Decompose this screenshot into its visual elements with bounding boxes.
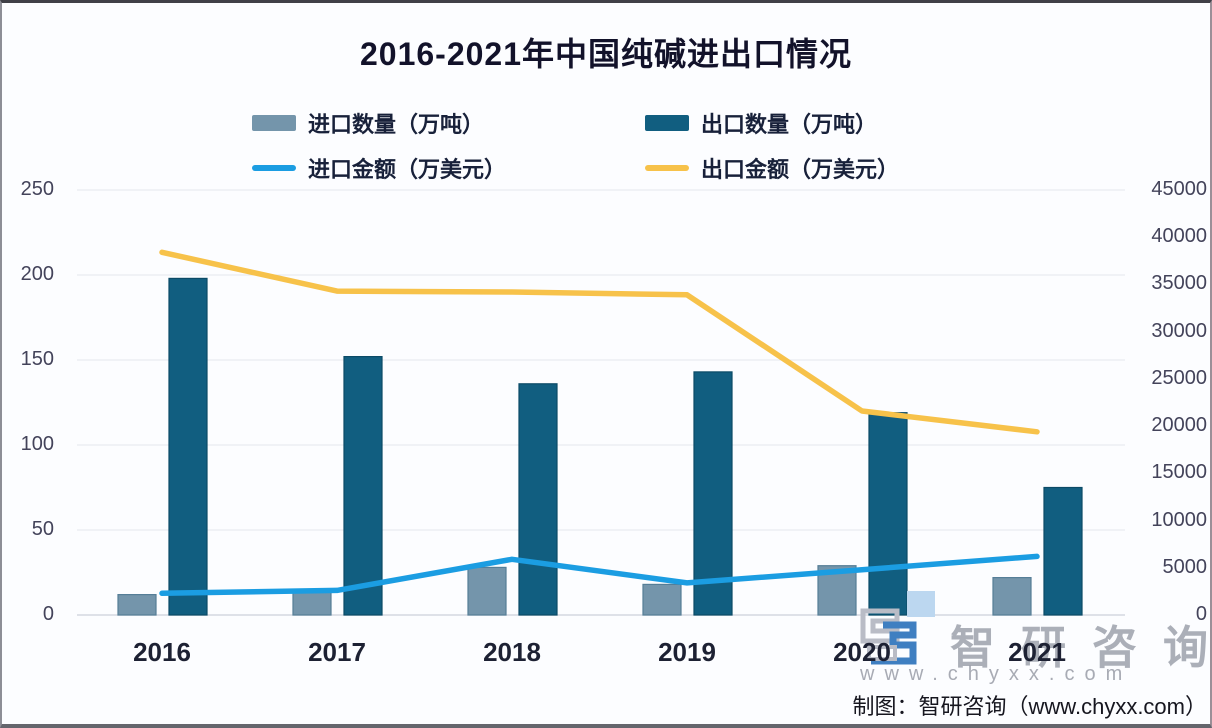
line-export-amount [159,249,1040,435]
export-qty-swatch-icon [645,115,689,131]
plot-area [77,189,1125,616]
left-axis-tick-250: 250 [20,178,54,200]
bar-export-2018 [518,383,558,616]
right-axis-tick-25000: 25000 [1151,366,1207,389]
zhiyan-logo-icon [860,591,935,665]
legend-item-import-amount: 进口金额（万美元） [252,154,506,182]
left-axis-tick-0: 0 [42,603,54,625]
bar-export-2019 [693,371,733,616]
bar-import-2017 [292,590,332,616]
watermark-url-text: www.chyxx.com [860,663,1133,685]
left-axis-tick-100: 100 [20,433,54,455]
legend-item-export-amount: 出口金额（万美元） [645,154,899,182]
x-axis-label-2018: 2018 [483,637,541,667]
bar-export-2020 [868,412,908,616]
right-axis-tick-15000: 15000 [1151,461,1207,484]
right-axis-tick-30000: 30000 [1151,319,1207,342]
left-axis-tick-200: 200 [20,263,54,285]
right-axis-tick-20000: 20000 [1151,414,1207,437]
right-axis-tick-0: 0 [1195,603,1207,625]
bar-import-2018 [467,566,507,616]
legend-label-import-amount: 进口金额（万美元） [308,157,507,182]
left-axis-tick-50: 50 [31,518,54,540]
bar-export-2017 [343,356,383,616]
watermark-brand-text: 智研咨询 [950,622,1212,673]
legend-item-import-qty: 进口数量（万吨） [252,109,484,137]
legend-label-export-amount: 出口金额（万美元） [701,157,900,182]
legend-label-export-qty: 出口数量（万吨） [701,112,878,137]
x-axis-label-2021: 2021 [1008,637,1066,667]
right-axis-tick-40000: 40000 [1151,225,1207,248]
import-amount-swatch-icon [252,165,296,171]
footer-credit: 制图：智研咨询（www.chyxx.com） [852,694,1207,719]
x-axis-label-2017: 2017 [308,637,366,667]
left-axis-tick-150: 150 [20,348,54,370]
legend-item-export-qty: 出口数量（万吨） [645,109,877,137]
right-axis-tick-45000: 45000 [1151,178,1207,200]
chart-title: 2016-2021年中国纯碱进出口情况 [359,36,853,72]
bar-export-2021 [1043,486,1083,616]
line-import-amount [159,553,1040,597]
bar-import-2021 [992,576,1032,616]
right-axis-tick-5000: 5000 [1162,555,1208,578]
right-axis-tick-10000: 10000 [1151,508,1207,531]
legend-label-import-qty: 进口数量（万吨） [308,112,485,137]
x-axis-label-2020: 2020 [833,637,891,667]
bar-import-2019 [642,583,682,616]
x-axis-label-2019: 2019 [658,637,716,667]
export-amount-swatch-icon [645,165,689,171]
x-axis-label-2016: 2016 [133,637,191,667]
bar-export-2016 [168,277,208,616]
import-qty-swatch-icon [252,115,296,131]
right-axis-tick-35000: 35000 [1151,272,1207,295]
bar-import-2016 [117,593,157,616]
